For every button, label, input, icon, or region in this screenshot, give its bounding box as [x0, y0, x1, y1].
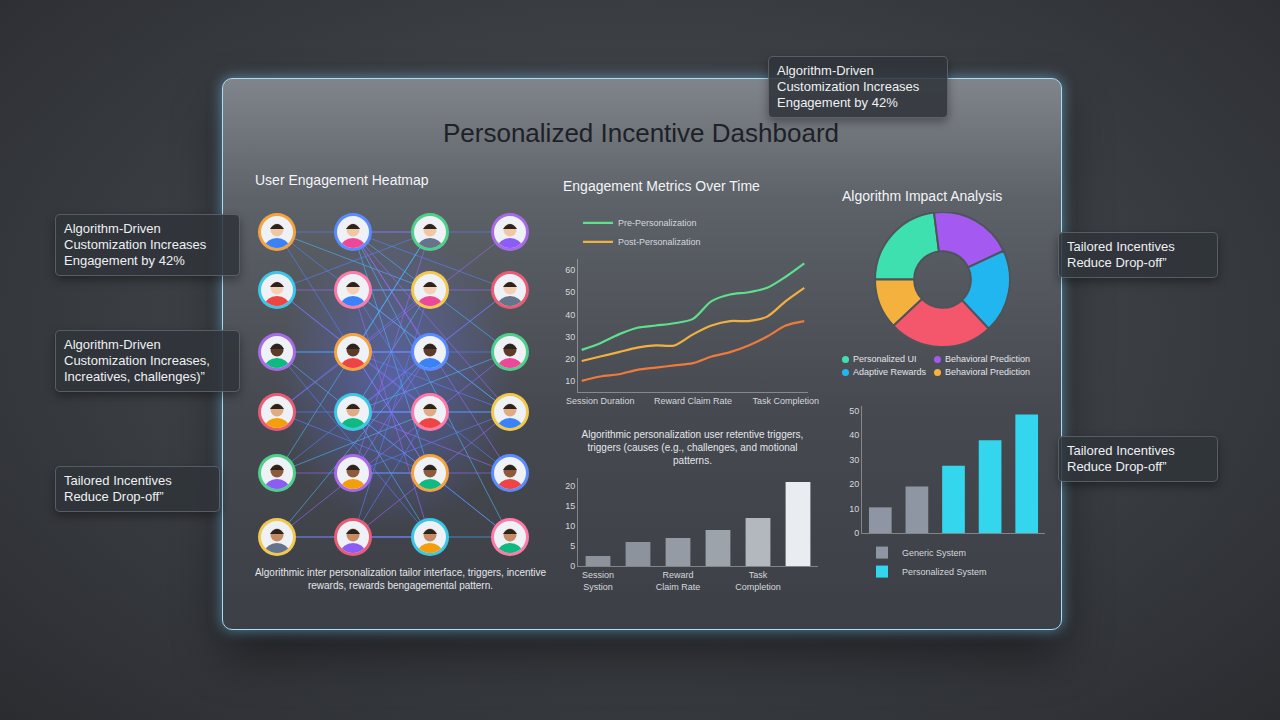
svg-text:10: 10	[565, 376, 575, 386]
svg-text:10: 10	[565, 521, 575, 531]
svg-text:Reward Claim Rate: Reward Claim Rate	[654, 396, 732, 406]
html-text:Algorithmic inter personalizat: Algorithmic inter personalization tailor…	[254, 567, 547, 591]
svg-text:0: 0	[570, 561, 575, 571]
html-text:User Engagement Heatmap: User Engagement Heatmap	[255, 172, 429, 188]
svg-text:40: 40	[565, 310, 575, 320]
svg-text:Task Completion: Task Completion	[752, 396, 819, 406]
html-text:Tailored Incentives Reduce Dro: Tailored Incentives Reduce Drop-off”	[64, 473, 172, 504]
svg-text:Pre-Personalization: Pre-Personalization	[618, 218, 697, 228]
html-text:Algorithm-Driven Customization: Algorithm-Driven Customization Increases…	[64, 337, 210, 384]
html-text:Tailored Incentives Reduce Dro: Tailored Incentives Reduce Drop-off”	[1067, 239, 1175, 270]
html-text:Behavioral Prediction: Behavioral Prediction	[945, 354, 1031, 364]
html-text:Algorithmic personalization us: Algorithmic personalization user retenti…	[581, 429, 804, 466]
html-text:Algorithm-Driven Customization: Algorithm-Driven Customization Increases…	[64, 221, 207, 268]
svg-text:50: 50	[849, 406, 859, 416]
svg-text:20: 20	[849, 479, 859, 489]
svg-text:SessionSystion: SessionSystion	[582, 570, 614, 592]
svg-text:50: 50	[565, 287, 575, 297]
svg-text:Post-Personalization: Post-Personalization	[618, 237, 701, 247]
html-text:Adaptive Rewards: Adaptive Rewards	[853, 367, 926, 377]
html-text:Behavioral Prediction: Behavioral Prediction	[945, 367, 1031, 377]
svg-text:TaskCompletion: TaskCompletion	[735, 570, 781, 592]
html-text:Tailored Incentives Reduce Dro: Tailored Incentives Reduce Drop-off”	[1067, 443, 1175, 474]
svg-text:30: 30	[565, 332, 575, 342]
svg-text:Generic System: Generic System	[902, 548, 966, 558]
svg-text:10: 10	[849, 504, 859, 514]
html-text:Engagement Metrics Over Time: Engagement Metrics Over Time	[563, 178, 760, 194]
svg-text:30: 30	[849, 455, 859, 465]
html-text:Personalized Incentive Dashboa: Personalized Incentive Dashboard	[443, 118, 839, 148]
html-text:Personalized UI: Personalized UI	[853, 354, 917, 364]
svg-text:60: 60	[565, 265, 575, 275]
svg-text:40: 40	[849, 430, 859, 440]
svg-text:0: 0	[854, 528, 859, 538]
svg-text:Session Duration: Session Duration	[566, 396, 635, 406]
svg-text:Personalized System: Personalized System	[902, 567, 987, 577]
html-text:Algorithm Impact Analysis: Algorithm Impact Analysis	[842, 188, 1003, 204]
svg-text:RewardClaim Rate: RewardClaim Rate	[656, 570, 701, 592]
svg-text:20: 20	[565, 481, 575, 491]
svg-text:5: 5	[570, 541, 575, 551]
svg-text:20: 20	[565, 354, 575, 364]
svg-text:15: 15	[565, 501, 575, 511]
html-text:Algorithm-Driven Customization: Algorithm-Driven Customization Increases…	[777, 63, 920, 110]
